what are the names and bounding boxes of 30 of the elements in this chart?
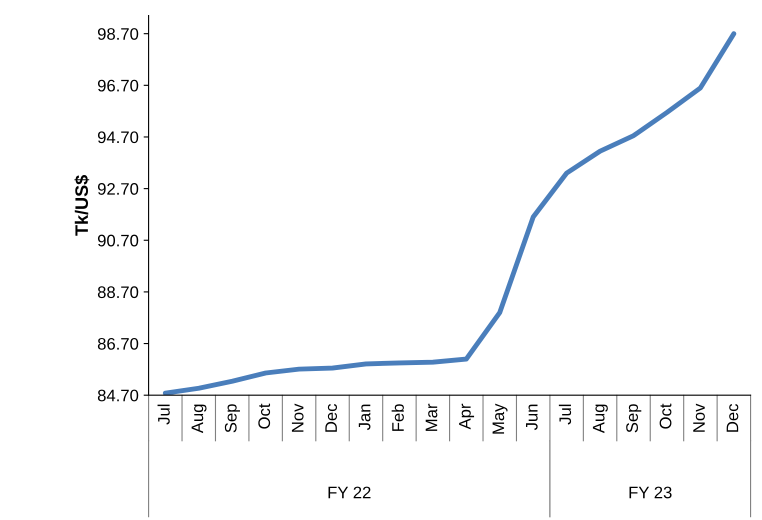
x-tick-label: Mar: [426, 404, 438, 431]
x-tick-label: May: [492, 404, 508, 434]
x-tick-label: Jun: [526, 404, 538, 430]
y-tick-label: 92.70: [98, 183, 138, 195]
y-tick-label: 88.70: [98, 286, 138, 298]
line-series: [162, 31, 736, 396]
x-tick-label: Nov: [292, 404, 304, 432]
x-tick-label: Jul: [558, 404, 572, 425]
text: FY 22: [328, 486, 370, 498]
y-tick-label: 90.70: [98, 234, 138, 246]
y-tick-label: 86.70: [98, 338, 138, 350]
x-tick-label: Jul: [158, 404, 170, 425]
x-tick-label: Dec: [325, 404, 337, 432]
x-tick-label: Feb: [392, 404, 404, 431]
x-tick-label: Oct: [660, 404, 672, 429]
x-tick-label: Apr: [459, 404, 474, 430]
y-tick-label: 84.70: [98, 390, 138, 402]
text: FY 23: [630, 486, 672, 498]
y-tick-label: 98.70: [98, 28, 138, 40]
x-tick-label: Sep: [626, 404, 642, 432]
x-tick-label: Jan: [358, 404, 370, 430]
y-axis-title: Tk/US$: [74, 175, 90, 236]
y-tick-label: 94.70: [98, 131, 138, 144]
x-tick-label: Sep: [224, 404, 240, 432]
x-tick-label: Nov: [693, 404, 705, 432]
x-tick-label: Aug: [592, 404, 608, 434]
x-tick-label: Dec: [726, 404, 738, 432]
x-tick-label: Oct: [258, 404, 270, 429]
x-tick-label: Aug: [192, 404, 207, 434]
y-tick-label: 96.70: [98, 80, 138, 92]
